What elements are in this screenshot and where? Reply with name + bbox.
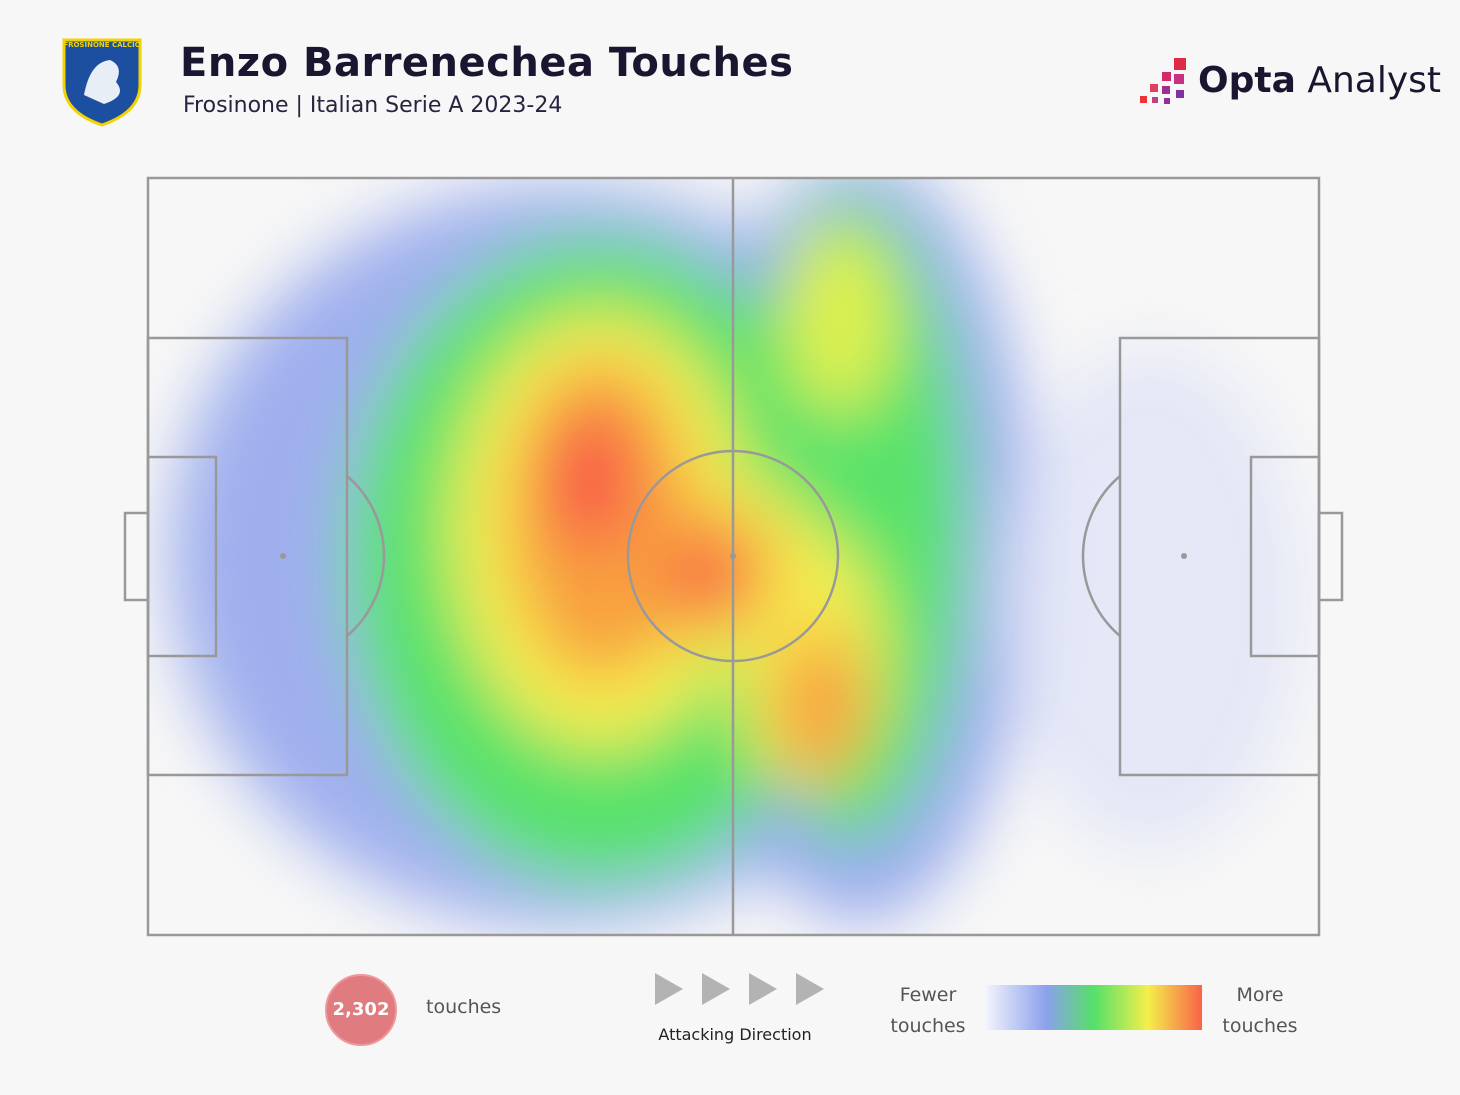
pitch-lines: [123, 176, 1344, 937]
touches-badge: 2,302: [325, 974, 397, 1046]
brand: Opta Analyst: [1198, 60, 1441, 101]
club-name: FROSINONE CALCIO: [63, 41, 140, 49]
scale-high-label: More touches: [1222, 984, 1298, 1037]
title: Enzo Barrenechea Touches: [180, 40, 794, 86]
heatmap: [170, 178, 1300, 926]
direction-label: Attacking Direction: [658, 1025, 812, 1044]
brand-name: Opta: [1198, 60, 1296, 101]
brand-suffix: Analyst: [1307, 60, 1442, 101]
direction-arrows: [655, 973, 824, 1005]
brand-logo: [1140, 58, 1186, 104]
scale-low-label: Fewer touches: [890, 984, 966, 1037]
subtitle: Frosinone | Italian Serie A 2023-24: [183, 93, 563, 118]
color-scale: [986, 985, 1202, 1030]
touches-label: touches: [426, 996, 502, 1018]
